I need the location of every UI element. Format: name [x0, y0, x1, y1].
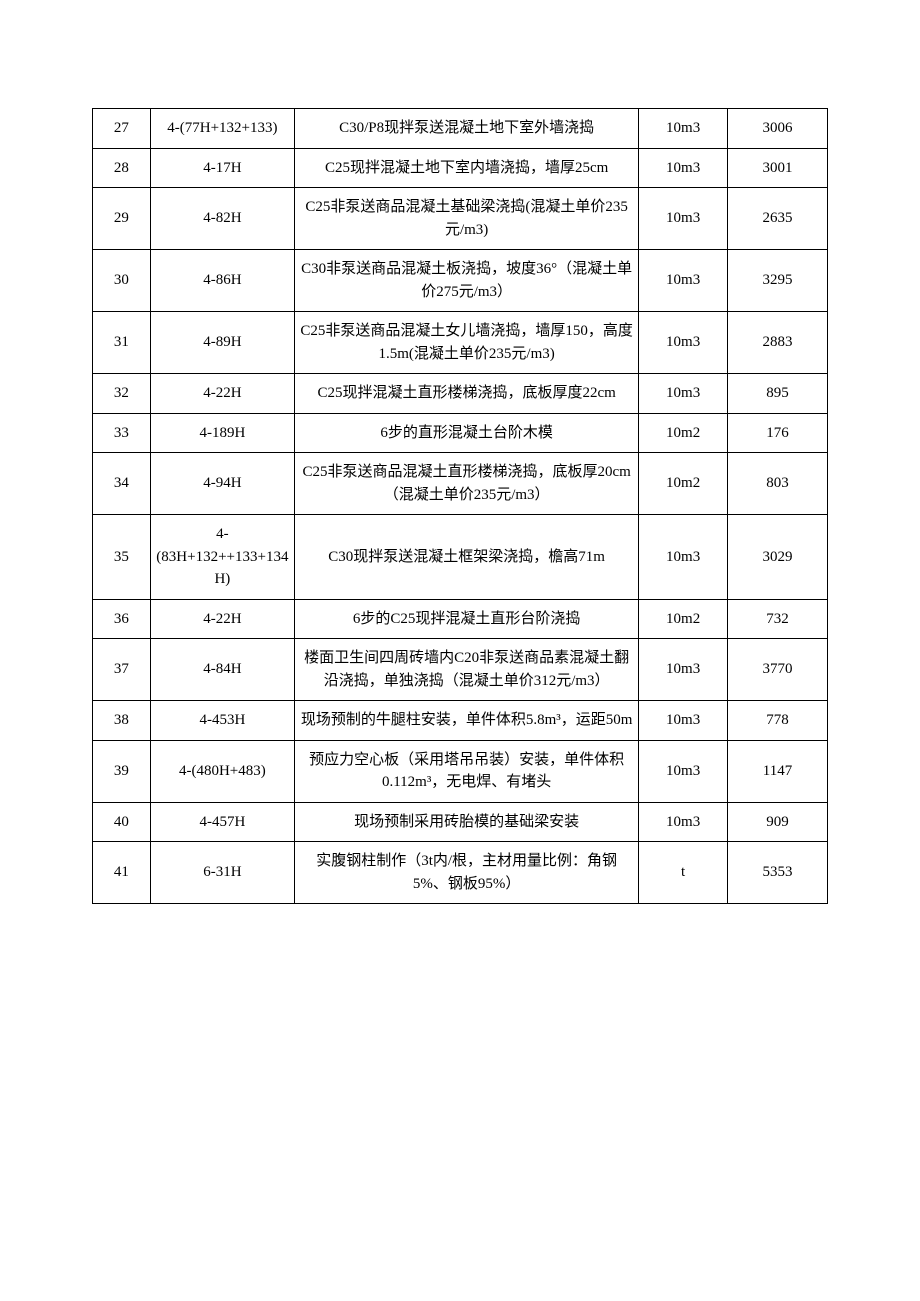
row-unit: 10m3: [639, 109, 728, 149]
table-row: 274-(77H+132+133)C30/P8现拌泵送混凝土地下室外墙浇捣10m…: [93, 109, 828, 149]
row-value: 1147: [728, 740, 828, 802]
row-code: 4-86H: [150, 250, 294, 312]
row-code: 4-(77H+132+133): [150, 109, 294, 149]
row-value: 3295: [728, 250, 828, 312]
row-description: C25非泵送商品混凝土女儿墙浇捣，墙厚150，高度1.5m(混凝土单价235元/…: [295, 312, 639, 374]
row-description: 现场预制的牛腿柱安装，单件体积5.8m³，运距50m: [295, 701, 639, 741]
table-body: 274-(77H+132+133)C30/P8现拌泵送混凝土地下室外墙浇捣10m…: [93, 109, 828, 904]
row-code: 4-82H: [150, 188, 294, 250]
table-row: 324-22HC25现拌混凝土直形楼梯浇捣，底板厚度22cm10m3895: [93, 374, 828, 414]
row-description: 6步的C25现拌混凝土直形台阶浇捣: [295, 599, 639, 639]
row-code: 4-94H: [150, 453, 294, 515]
row-value: 778: [728, 701, 828, 741]
row-index: 38: [93, 701, 151, 741]
row-value: 909: [728, 802, 828, 842]
row-code: 4-(480H+483): [150, 740, 294, 802]
table-row: 384-453H现场预制的牛腿柱安装，单件体积5.8m³，运距50m10m377…: [93, 701, 828, 741]
row-value: 3029: [728, 515, 828, 600]
row-description: C30非泵送商品混凝土板浇捣，坡度36°（混凝土单价275元/m3）: [295, 250, 639, 312]
row-index: 37: [93, 639, 151, 701]
row-unit: 10m2: [639, 599, 728, 639]
row-unit: 10m3: [639, 250, 728, 312]
row-value: 2883: [728, 312, 828, 374]
row-unit: 10m3: [639, 701, 728, 741]
row-value: 176: [728, 413, 828, 453]
table-row: 394-(480H+483)预应力空心板（采用塔吊吊装）安装，单件体积0.112…: [93, 740, 828, 802]
row-description: C25非泵送商品混凝土直形楼梯浇捣，底板厚20cm（混凝土单价235元/m3）: [295, 453, 639, 515]
table-row: 354-(83H+132++133+134H)C30现拌泵送混凝土框架梁浇捣，檐…: [93, 515, 828, 600]
row-value: 803: [728, 453, 828, 515]
row-description: C30/P8现拌泵送混凝土地下室外墙浇捣: [295, 109, 639, 149]
row-index: 35: [93, 515, 151, 600]
row-unit: 10m3: [639, 515, 728, 600]
row-description: 楼面卫生间四周砖墙内C20非泵送商品素混凝土翻沿浇捣，单独浇捣（混凝土单价312…: [295, 639, 639, 701]
table-row: 304-86HC30非泵送商品混凝土板浇捣，坡度36°（混凝土单价275元/m3…: [93, 250, 828, 312]
row-code: 4-457H: [150, 802, 294, 842]
row-index: 40: [93, 802, 151, 842]
row-unit: 10m2: [639, 413, 728, 453]
table-row: 344-94HC25非泵送商品混凝土直形楼梯浇捣，底板厚20cm（混凝土单价23…: [93, 453, 828, 515]
row-unit: 10m3: [639, 148, 728, 188]
row-description: 实腹钢柱制作（3t内/根，主材用量比例：角钢5%、钢板95%）: [295, 842, 639, 904]
row-index: 33: [93, 413, 151, 453]
row-description: 现场预制采用砖胎模的基础梁安装: [295, 802, 639, 842]
row-value: 732: [728, 599, 828, 639]
row-code: 4-22H: [150, 599, 294, 639]
row-unit: 10m2: [639, 453, 728, 515]
row-index: 28: [93, 148, 151, 188]
row-code: 4-(83H+132++133+134H): [150, 515, 294, 600]
row-code: 4-84H: [150, 639, 294, 701]
row-code: 4-189H: [150, 413, 294, 453]
row-unit: 10m3: [639, 802, 728, 842]
row-index: 32: [93, 374, 151, 414]
table-row: 294-82HC25非泵送商品混凝土基础梁浇捣(混凝土单价235元/m3)10m…: [93, 188, 828, 250]
row-unit: 10m3: [639, 740, 728, 802]
table-row: 404-457H现场预制采用砖胎模的基础梁安装10m3909: [93, 802, 828, 842]
row-code: 4-22H: [150, 374, 294, 414]
table-row: 416-31H实腹钢柱制作（3t内/根，主材用量比例：角钢5%、钢板95%）t5…: [93, 842, 828, 904]
row-code: 4-89H: [150, 312, 294, 374]
row-code: 4-453H: [150, 701, 294, 741]
table-row: 364-22H6步的C25现拌混凝土直形台阶浇捣10m2732: [93, 599, 828, 639]
row-unit: 10m3: [639, 188, 728, 250]
row-description: 预应力空心板（采用塔吊吊装）安装，单件体积0.112m³，无电焊、有堵头: [295, 740, 639, 802]
row-value: 3001: [728, 148, 828, 188]
row-index: 41: [93, 842, 151, 904]
table-row: 314-89HC25非泵送商品混凝土女儿墙浇捣，墙厚150，高度1.5m(混凝土…: [93, 312, 828, 374]
row-index: 39: [93, 740, 151, 802]
cost-table: 274-(77H+132+133)C30/P8现拌泵送混凝土地下室外墙浇捣10m…: [92, 108, 828, 904]
row-code: 4-17H: [150, 148, 294, 188]
row-description: C25非泵送商品混凝土基础梁浇捣(混凝土单价235元/m3): [295, 188, 639, 250]
row-index: 29: [93, 188, 151, 250]
row-code: 6-31H: [150, 842, 294, 904]
row-index: 30: [93, 250, 151, 312]
row-unit: t: [639, 842, 728, 904]
row-index: 36: [93, 599, 151, 639]
table-row: 284-17HC25现拌混凝土地下室内墙浇捣，墙厚25cm10m33001: [93, 148, 828, 188]
row-value: 895: [728, 374, 828, 414]
row-description: 6步的直形混凝土台阶木模: [295, 413, 639, 453]
row-unit: 10m3: [639, 639, 728, 701]
table-row: 334-189H6步的直形混凝土台阶木模10m2176: [93, 413, 828, 453]
table-row: 374-84H楼面卫生间四周砖墙内C20非泵送商品素混凝土翻沿浇捣，单独浇捣（混…: [93, 639, 828, 701]
row-description: C30现拌泵送混凝土框架梁浇捣，檐高71m: [295, 515, 639, 600]
row-description: C25现拌混凝土地下室内墙浇捣，墙厚25cm: [295, 148, 639, 188]
row-unit: 10m3: [639, 312, 728, 374]
row-value: 3770: [728, 639, 828, 701]
row-index: 34: [93, 453, 151, 515]
row-unit: 10m3: [639, 374, 728, 414]
row-description: C25现拌混凝土直形楼梯浇捣，底板厚度22cm: [295, 374, 639, 414]
row-value: 3006: [728, 109, 828, 149]
row-index: 31: [93, 312, 151, 374]
row-value: 2635: [728, 188, 828, 250]
row-value: 5353: [728, 842, 828, 904]
row-index: 27: [93, 109, 151, 149]
